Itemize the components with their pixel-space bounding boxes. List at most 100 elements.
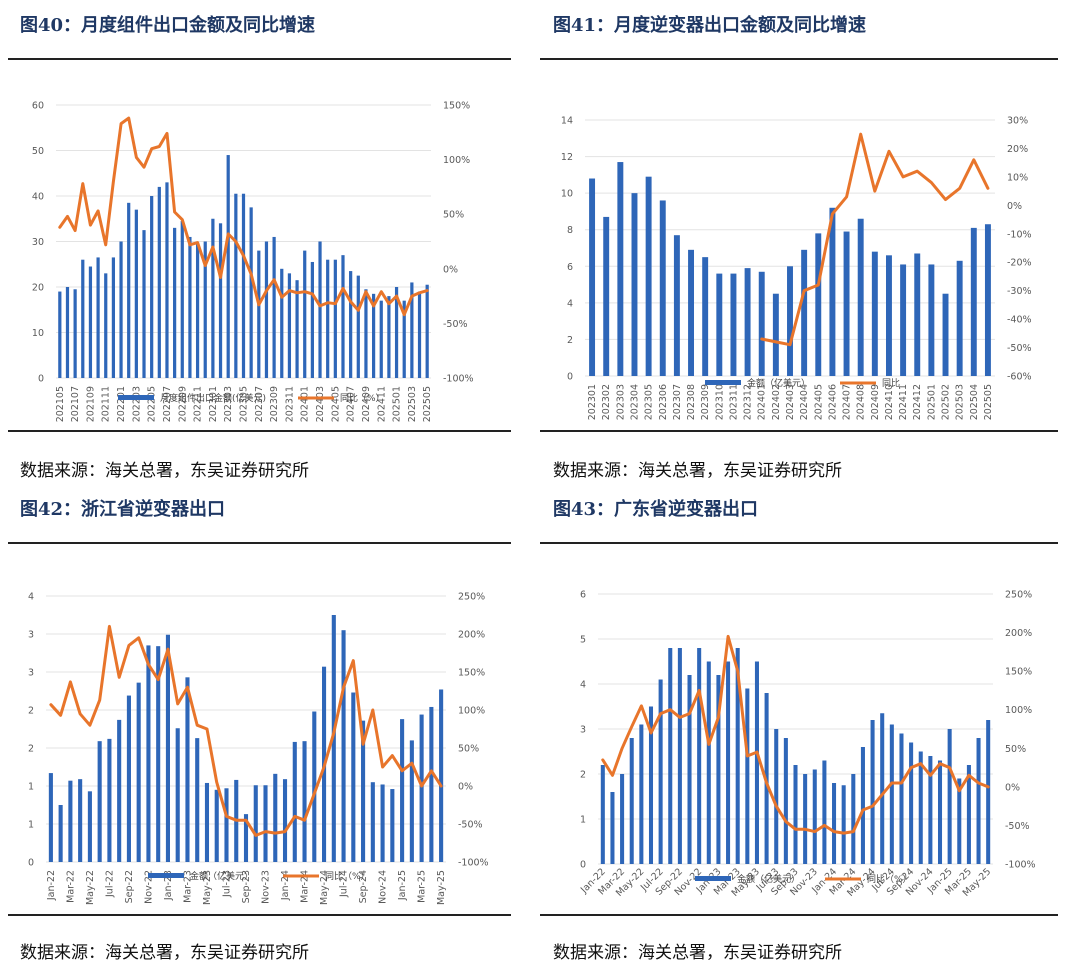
bar (439, 689, 444, 862)
bar (104, 273, 108, 378)
bar (234, 193, 238, 378)
bar (185, 677, 190, 862)
x-tick-label: 202105 (55, 386, 66, 422)
y-tick-label: 20 (32, 283, 44, 294)
bar (107, 738, 112, 862)
bar (735, 648, 740, 864)
x-tick-label: Jan-22 (46, 870, 57, 901)
bar (165, 182, 169, 378)
x-tick-label: 202205 (147, 386, 158, 422)
x-tick-label: 202403 (315, 386, 326, 422)
bar (668, 648, 673, 864)
x-tick-label: 202109 (85, 386, 96, 422)
bar (744, 268, 751, 376)
bar (310, 261, 314, 378)
x-tick-label: May-25 (436, 870, 447, 905)
y2-tick-label: -20% (1007, 258, 1032, 269)
x-tick-label: 202401 (757, 384, 768, 420)
bar (812, 769, 817, 864)
bar (402, 300, 406, 378)
bar (803, 774, 808, 864)
y2-tick-label: 150% (1005, 667, 1032, 678)
y-tick-label: 60 (32, 101, 44, 112)
bar (48, 773, 53, 862)
y2-tick-label: 250% (458, 592, 485, 603)
y2-tick-label: -40% (1007, 315, 1032, 326)
bar (702, 257, 709, 376)
y2-tick-label: 0% (1005, 782, 1020, 793)
bar (600, 765, 605, 864)
legend-bar-swatch (148, 873, 184, 878)
x-tick-label: 202309 (269, 386, 280, 422)
bar (871, 251, 878, 376)
bar (419, 714, 424, 862)
bar (815, 233, 822, 376)
bar (648, 706, 654, 864)
y2-tick-label: 150% (458, 668, 485, 679)
bar (899, 733, 904, 864)
y2-tick-label: 150% (443, 101, 470, 112)
bar (603, 216, 610, 376)
bar (429, 706, 434, 862)
legend-label: 同比（%） (325, 870, 370, 882)
export-value-chart: 0 10 20 30 40 50 60 -100% -50% 0% 50% 100% 150% 20210… (32, 101, 474, 423)
figure-title: 图42：浙江省逆变器出口 (20, 499, 226, 520)
bar (706, 661, 711, 864)
bar (589, 178, 596, 376)
bar (96, 257, 100, 378)
y-tick-label: 2 (567, 335, 573, 346)
bar (918, 751, 923, 864)
bar (243, 814, 249, 862)
bar (88, 266, 93, 378)
bar (253, 785, 258, 862)
x-tick-label: Jul-24 (339, 870, 350, 898)
x-tick-label: 202305 (239, 386, 250, 422)
figure-title: 图43：广东省逆变器出口 (553, 499, 759, 520)
export-value-chart: 0 1 1 2 2 3 3 4 -100% -50% 0% 50% 100% 150% 200% 250% Ja… (28, 592, 489, 906)
y-tick-label: 4 (580, 680, 586, 691)
x-tick-label: 202409 (870, 384, 881, 420)
bar (832, 783, 837, 864)
bar (351, 692, 356, 862)
y2-tick-label: -60% (1007, 372, 1032, 383)
y2-tick-label: 50% (1005, 744, 1026, 755)
y2-tick-label: -50% (443, 319, 468, 330)
x-tick-label: 202107 (70, 386, 81, 422)
x-tick-label: 202207 (162, 386, 173, 422)
y-tick-label: 8 (567, 225, 573, 236)
bar (142, 230, 146, 378)
y-tick-label: 3 (28, 668, 34, 679)
bar (58, 291, 62, 378)
bar (214, 789, 219, 862)
x-tick-label: 202404 (799, 384, 810, 420)
y-tick-label: 3 (580, 725, 586, 736)
x-tick-label: Mar-22 (65, 870, 76, 903)
bar (860, 747, 865, 864)
bar (87, 791, 92, 862)
bar (986, 720, 991, 864)
series-line (58, 116, 429, 317)
bar (620, 774, 625, 864)
bar (942, 293, 949, 376)
bar (410, 282, 414, 378)
bar (58, 805, 63, 862)
bar (631, 193, 638, 376)
x-tick-label: May-22 (85, 870, 96, 905)
export-value-chart: 0 2 4 6 8 10 12 14 -60% -50% -40% -30% -20% -10% 0% 10%… (561, 116, 1032, 421)
bar (687, 675, 692, 864)
x-tick-label: Jan-24 (280, 870, 291, 901)
bar (292, 741, 297, 862)
bar (287, 273, 292, 378)
x-tick-label: Jul-22 (104, 870, 115, 898)
x-tick-label: 202504 (969, 384, 980, 420)
x-tick-label: 202111 (101, 386, 112, 422)
bar (984, 224, 991, 376)
y-tick-label: 4 (28, 592, 34, 603)
x-tick-label: 202311 (284, 386, 295, 422)
x-tick-label: 202405 (330, 386, 341, 422)
bar (97, 741, 102, 862)
bar (928, 264, 935, 376)
legend-bar-swatch (695, 876, 731, 881)
bar (801, 249, 808, 376)
x-tick-label: Jan-25 (397, 870, 408, 901)
